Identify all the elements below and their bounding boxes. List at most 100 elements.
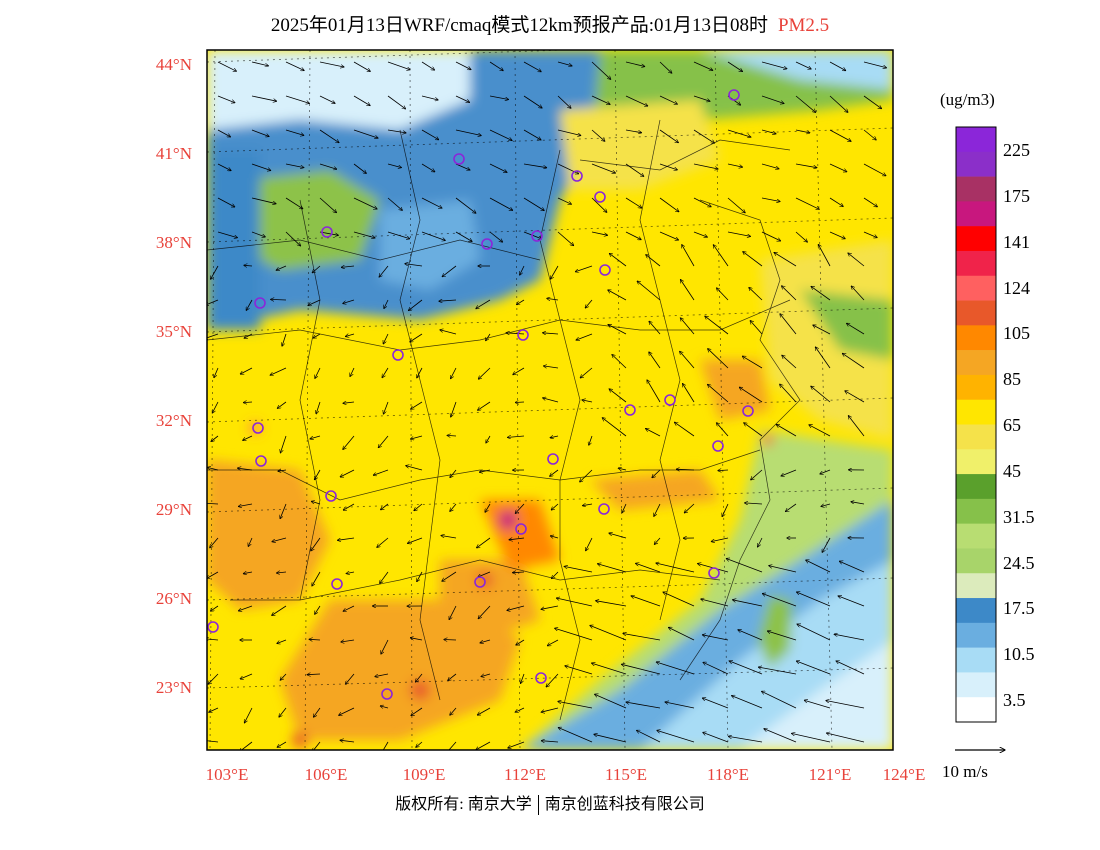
colorbar-swatch: [956, 548, 996, 574]
wind-vector: [851, 502, 865, 505]
wind-vector: [729, 661, 763, 675]
wind-vector: [547, 639, 559, 646]
wind-vector: [441, 536, 457, 539]
wind-vector: [863, 163, 886, 176]
wind-vector: [451, 401, 457, 417]
wind-vector: [541, 605, 559, 609]
colorbar-swatch: [956, 300, 996, 326]
colorbar-swatch: [956, 350, 996, 376]
wind-vector: [476, 299, 491, 309]
wind-vector: [243, 572, 253, 574]
colorbar-swatch: [956, 201, 996, 227]
wind-vector: [550, 469, 559, 476]
wind-vector: [421, 61, 435, 70]
wind-vector: [591, 129, 605, 141]
wind-vector: [244, 707, 253, 723]
wind-vector: [455, 163, 470, 170]
wind-vector: [863, 61, 887, 68]
wind-vector: [315, 605, 321, 614]
wind-vector: [345, 673, 355, 684]
wind-vector: [477, 537, 491, 548]
wind-vector: [557, 61, 572, 66]
wind-vector: [585, 299, 593, 308]
wind-vector: [244, 333, 253, 338]
wind-vector: [382, 741, 389, 750]
concentration-field: [207, 50, 893, 750]
wind-vector: [207, 502, 219, 505]
wind-vector: [761, 163, 779, 169]
colorbar-label: 175: [1003, 186, 1030, 206]
wind-vector: [217, 197, 235, 207]
wind-vector: [316, 401, 321, 414]
wind-vector: [625, 197, 642, 208]
colorbar-label: 105: [1003, 323, 1030, 343]
wind-vector: [541, 707, 559, 712]
wind-vector: [595, 694, 627, 709]
wind-vector: [575, 265, 593, 272]
wind-vector: [337, 537, 355, 540]
wind-vector: [277, 741, 287, 747]
wind-vector: [521, 673, 525, 684]
wind-vector: [251, 197, 276, 204]
wind-vector: [455, 95, 470, 102]
wind-vector: [523, 197, 544, 211]
wind-vector: [280, 435, 287, 453]
wind-vector: [207, 467, 219, 471]
wind-vector: [618, 468, 627, 470]
wind-vector: [523, 163, 547, 168]
wind-vector: [557, 95, 571, 108]
wind-vectors: [207, 61, 887, 750]
wind-vector: [594, 734, 627, 743]
wind-vector: [516, 639, 525, 645]
wind-vector: [478, 367, 491, 379]
wind-vector: [580, 367, 593, 378]
wind-vector: [647, 380, 661, 403]
wind-vector: [217, 163, 231, 171]
wind-vector: [343, 605, 355, 611]
wind-vector: [513, 572, 525, 573]
wind-vector: [381, 639, 389, 654]
wind-vector: [826, 733, 865, 743]
copyright-separator: [537, 795, 539, 816]
wind-vector: [217, 129, 231, 137]
colorbar-swatch: [956, 399, 996, 425]
wind-vector: [728, 736, 763, 743]
wind-vector: [439, 300, 457, 301]
wind-vector: [761, 129, 776, 134]
lat-label-38: 38°N: [155, 233, 192, 252]
colorbar-label: 124: [1003, 278, 1030, 298]
wind-vector: [209, 707, 219, 712]
wind-vector: [602, 418, 627, 437]
wind-vector: [319, 61, 344, 67]
colorbar-swatch: [956, 697, 996, 723]
wind-vector: [310, 435, 321, 439]
wind-vector: [818, 244, 831, 267]
wind-vector: [285, 95, 310, 103]
wind-vector: [550, 536, 559, 538]
wind-vector: [782, 286, 797, 301]
wind-vector: [659, 95, 677, 104]
wind-vector: [591, 61, 611, 79]
wind-vector: [211, 265, 219, 279]
wind-vector: [387, 95, 406, 109]
wind-vector: [478, 605, 491, 619]
wind-vector: [612, 355, 627, 369]
wind-vector: [543, 366, 559, 369]
colorbar-label: 10.5: [1003, 644, 1035, 664]
wind-vector: [863, 231, 877, 238]
wind-vector: [421, 231, 445, 241]
wind-vector: [809, 425, 831, 437]
colorbar-swatch: [956, 622, 996, 648]
wind-vector: [806, 560, 831, 573]
wind-vector: [341, 640, 355, 642]
wind-vector: [543, 398, 559, 403]
wind-vector: [586, 537, 593, 551]
colorbar-label: 65: [1003, 415, 1021, 435]
wind-vector: [387, 163, 402, 168]
wind-vector: [703, 662, 729, 675]
wind-vector: [421, 197, 442, 208]
wind-vector: [550, 436, 559, 438]
wind-vector: [665, 702, 695, 709]
wind-vector: [780, 384, 797, 403]
wind-vector: [207, 571, 219, 579]
